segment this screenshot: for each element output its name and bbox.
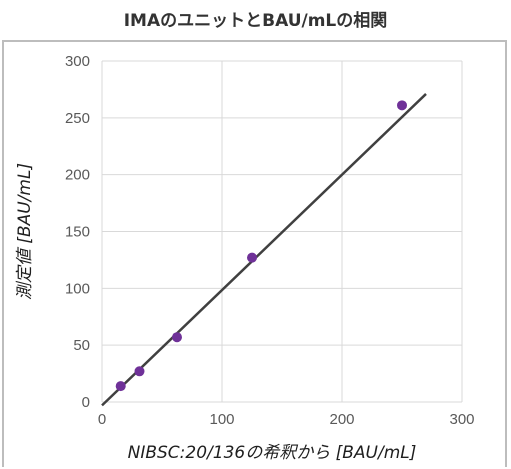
y-tick-label: 0: [82, 394, 90, 411]
y-tick-labels: 0 50 100 150 200 250 300: [65, 53, 90, 411]
trendline: [101, 93, 427, 407]
y-tick-label: 150: [65, 224, 90, 241]
x-tick-label: 300: [449, 411, 474, 428]
x-tick-label: 100: [209, 411, 234, 428]
y-tick-label: 100: [65, 280, 90, 297]
scatter-plot: 0 50 100 150 200 250 300 0 100 200 300 測定値 [BAU/m…: [15, 53, 475, 463]
data-point: [115, 381, 126, 392]
trendline-group: [101, 93, 427, 407]
y-tick-label: 300: [65, 53, 90, 70]
y-axis-label: 測定値 [BAU/mL]: [15, 163, 35, 300]
x-axis-label: NIBSC:20/136の希釈から [BAU/mL]: [128, 443, 417, 463]
data-point: [397, 100, 407, 111]
chart-title: IMAのユニットとBAU/mLの相関: [123, 11, 388, 31]
y-tick-label: 200: [65, 167, 90, 184]
x-tick-labels: 0 100 200 300: [98, 411, 475, 428]
chart-frame: 0 50 100 150 200 250 300 0 100 200 300 測定値 [BAU/m…: [2, 40, 507, 467]
data-point: [134, 366, 145, 377]
grid-lines: [101, 60, 463, 403]
y-tick-label: 50: [73, 337, 90, 354]
x-tick-label: 0: [98, 411, 106, 428]
data-point: [172, 332, 182, 343]
x-tick-label: 200: [329, 411, 354, 428]
data-points: [115, 100, 407, 392]
y-tick-label: 250: [65, 110, 90, 127]
data-point: [247, 252, 257, 263]
